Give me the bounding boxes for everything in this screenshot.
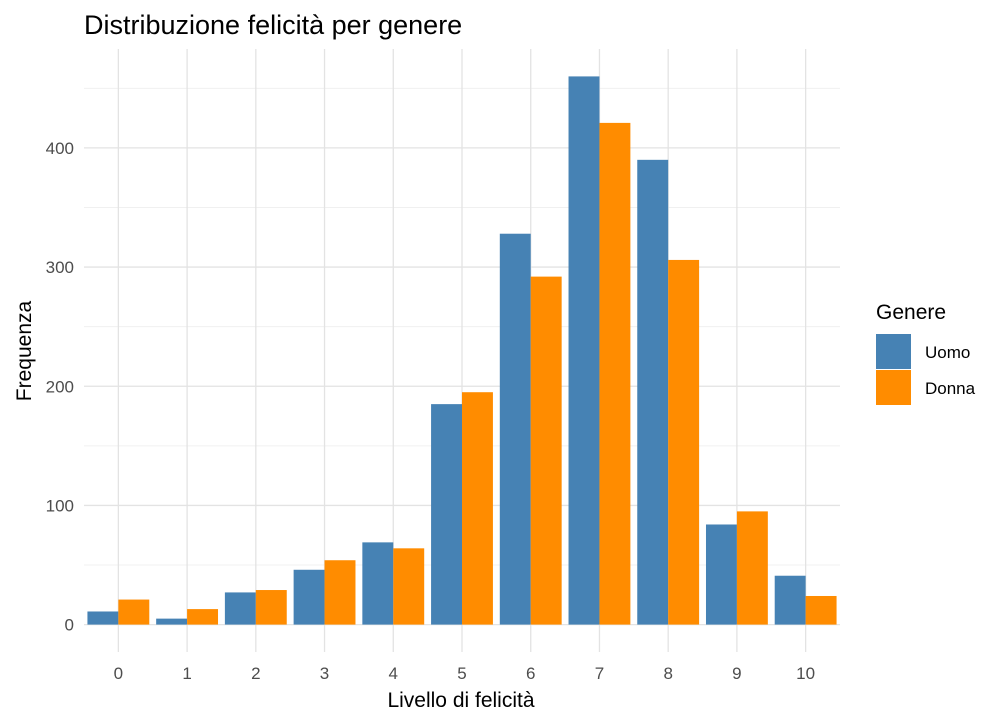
x-tick-label: 9 [732, 664, 741, 683]
x-tick-label: 5 [457, 664, 466, 683]
bar-uomo-6 [499, 233, 531, 625]
legend-key-uomo [876, 334, 911, 369]
bar-donna-0 [118, 599, 150, 625]
y-tick-label: 400 [46, 139, 74, 158]
bars [87, 76, 837, 625]
x-tick-label: 6 [526, 664, 535, 683]
bar-donna-9 [736, 511, 768, 625]
x-tick-label: 3 [320, 664, 329, 683]
x-tick-label: 4 [389, 664, 398, 683]
x-axis-ticks: 0 1 2 3 4 5 6 7 8 9 10 [114, 664, 815, 683]
legend-label-uomo: Uomo [925, 343, 970, 362]
y-tick-label: 200 [46, 377, 74, 396]
bar-uomo-7 [568, 76, 600, 625]
y-tick-label: 300 [46, 258, 74, 277]
x-tick-label: 8 [663, 664, 672, 683]
bar-uomo-10 [774, 575, 806, 625]
x-tick-label: 0 [114, 664, 123, 683]
bar-uomo-8 [637, 159, 669, 625]
bar-donna-1 [187, 609, 219, 625]
y-axis-title: Frequenza [13, 300, 36, 401]
bar-donna-5 [462, 392, 493, 625]
bar-uomo-0 [87, 611, 119, 625]
y-tick-label: 0 [65, 616, 74, 635]
bar-donna-6 [530, 276, 562, 625]
legend-title: Genere [876, 301, 946, 324]
chart-title: Distribuzione felicità per genere [84, 10, 462, 40]
x-tick-label: 1 [182, 664, 191, 683]
x-axis-title: Livello di felicità [387, 689, 534, 712]
bar-uomo-9 [705, 524, 737, 625]
legend-key-donna [876, 370, 911, 405]
bar-donna-10 [805, 595, 837, 625]
bar-uomo-5 [431, 404, 462, 625]
bar-donna-2 [255, 590, 287, 625]
y-tick-label: 100 [46, 496, 74, 515]
x-tick-label: 10 [796, 664, 815, 683]
x-tick-label: 2 [251, 664, 260, 683]
bar-uomo-4 [362, 542, 394, 625]
legend-label-donna: Donna [925, 379, 976, 398]
y-axis-ticks: 0 100 200 300 400 [46, 139, 74, 635]
bar-donna-3 [324, 560, 356, 625]
bar-uomo-1 [156, 618, 188, 625]
legend: Genere Uomo Donna [876, 301, 976, 405]
x-tick-label: 7 [595, 664, 604, 683]
bar-donna-8 [668, 259, 700, 625]
bar-donna-4 [393, 548, 425, 625]
bar-donna-7 [599, 122, 631, 625]
bar-uomo-3 [293, 569, 325, 625]
bar-uomo-2 [224, 592, 256, 625]
